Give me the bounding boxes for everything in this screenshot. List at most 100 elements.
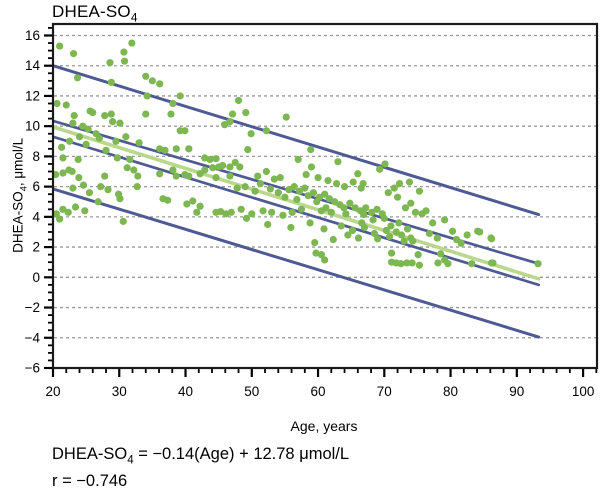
data-point — [297, 205, 306, 213]
data-point — [242, 214, 251, 222]
data-point — [415, 187, 424, 195]
data-point — [219, 161, 227, 170]
data-point — [97, 183, 105, 191]
y-tick-label: 0 — [32, 270, 40, 285]
data-point — [56, 42, 64, 50]
data-point — [95, 134, 103, 142]
data-point — [369, 216, 377, 224]
lower-confidence-line — [53, 135, 541, 287]
data-point — [376, 165, 384, 173]
data-point — [65, 137, 74, 145]
data-point — [340, 204, 348, 212]
data-point — [411, 208, 420, 216]
data-point — [320, 225, 328, 233]
upper-prediction-line — [53, 64, 541, 217]
data-point — [329, 235, 337, 244]
data-point — [279, 211, 287, 219]
data-point — [221, 121, 229, 129]
data-point — [59, 205, 67, 213]
data-point — [120, 57, 129, 65]
x-tick-label: 60 — [311, 384, 326, 399]
y-tick-label: 10 — [25, 119, 40, 134]
data-point — [212, 173, 220, 182]
data-point — [295, 187, 304, 195]
x-tick-label: 90 — [509, 384, 524, 399]
data-point — [53, 99, 61, 108]
x-tick-label: 30 — [112, 384, 127, 399]
data-point — [120, 48, 128, 56]
data-point — [164, 196, 172, 204]
data-point — [448, 227, 457, 235]
data-point — [233, 184, 241, 192]
data-point — [56, 215, 64, 223]
data-point — [268, 208, 276, 216]
data-point — [123, 164, 131, 172]
data-point — [397, 231, 406, 239]
data-point — [397, 260, 405, 268]
caption: DHEA-SO4 = −0.14(Age) + 12.78 μmol/L r =… — [52, 444, 349, 491]
data-point — [285, 186, 293, 194]
data-point — [74, 155, 82, 164]
data-point — [313, 198, 321, 206]
data-point — [415, 261, 424, 269]
data-point — [346, 199, 354, 207]
data-point — [360, 210, 368, 219]
data-point — [321, 256, 329, 264]
data-point — [476, 228, 484, 236]
data-point — [133, 183, 141, 191]
data-point — [101, 172, 109, 180]
data-point — [429, 219, 437, 227]
data-point — [393, 193, 402, 201]
data-point — [294, 155, 302, 164]
data-point — [148, 77, 156, 85]
data-point — [362, 204, 370, 212]
data-point — [102, 146, 110, 154]
data-point — [156, 170, 164, 178]
data-point — [247, 130, 255, 138]
lower-prediction-line — [53, 187, 541, 339]
data-point — [248, 210, 256, 218]
data-point — [59, 154, 67, 162]
data-point — [254, 172, 262, 180]
data-point — [408, 259, 416, 267]
y-tick-label: 16 — [25, 28, 40, 43]
data-point — [69, 119, 77, 127]
data-point — [172, 145, 180, 153]
data-point — [327, 208, 335, 216]
data-point — [386, 232, 394, 241]
data-point — [463, 231, 471, 239]
y-tick-label: 2 — [32, 240, 40, 255]
data-point — [106, 59, 114, 67]
data-point — [69, 184, 77, 192]
data-point — [176, 92, 184, 100]
data-point — [113, 154, 121, 162]
data-point — [107, 110, 115, 118]
data-point — [358, 219, 366, 227]
data-point — [104, 186, 112, 194]
data-point — [370, 229, 378, 238]
data-point — [414, 251, 422, 259]
data-point — [342, 210, 350, 218]
data-point — [226, 172, 234, 180]
x-tick-label: 50 — [244, 384, 259, 399]
data-point — [169, 166, 177, 174]
data-point — [374, 235, 382, 243]
data-point — [400, 237, 408, 245]
data-point — [276, 173, 284, 182]
data-point — [85, 189, 94, 197]
data-point — [437, 250, 445, 258]
data-point — [425, 229, 433, 238]
x-tick-label: 70 — [377, 384, 392, 399]
x-axis-label: Age, years — [290, 418, 358, 434]
data-point — [307, 145, 315, 154]
data-point — [387, 222, 395, 230]
data-point — [368, 208, 376, 216]
data-point — [452, 235, 461, 244]
y-tick-label: 6 — [32, 179, 40, 194]
data-point — [251, 187, 259, 195]
data-point — [236, 163, 244, 171]
data-point — [403, 259, 411, 267]
data-point — [135, 139, 143, 147]
